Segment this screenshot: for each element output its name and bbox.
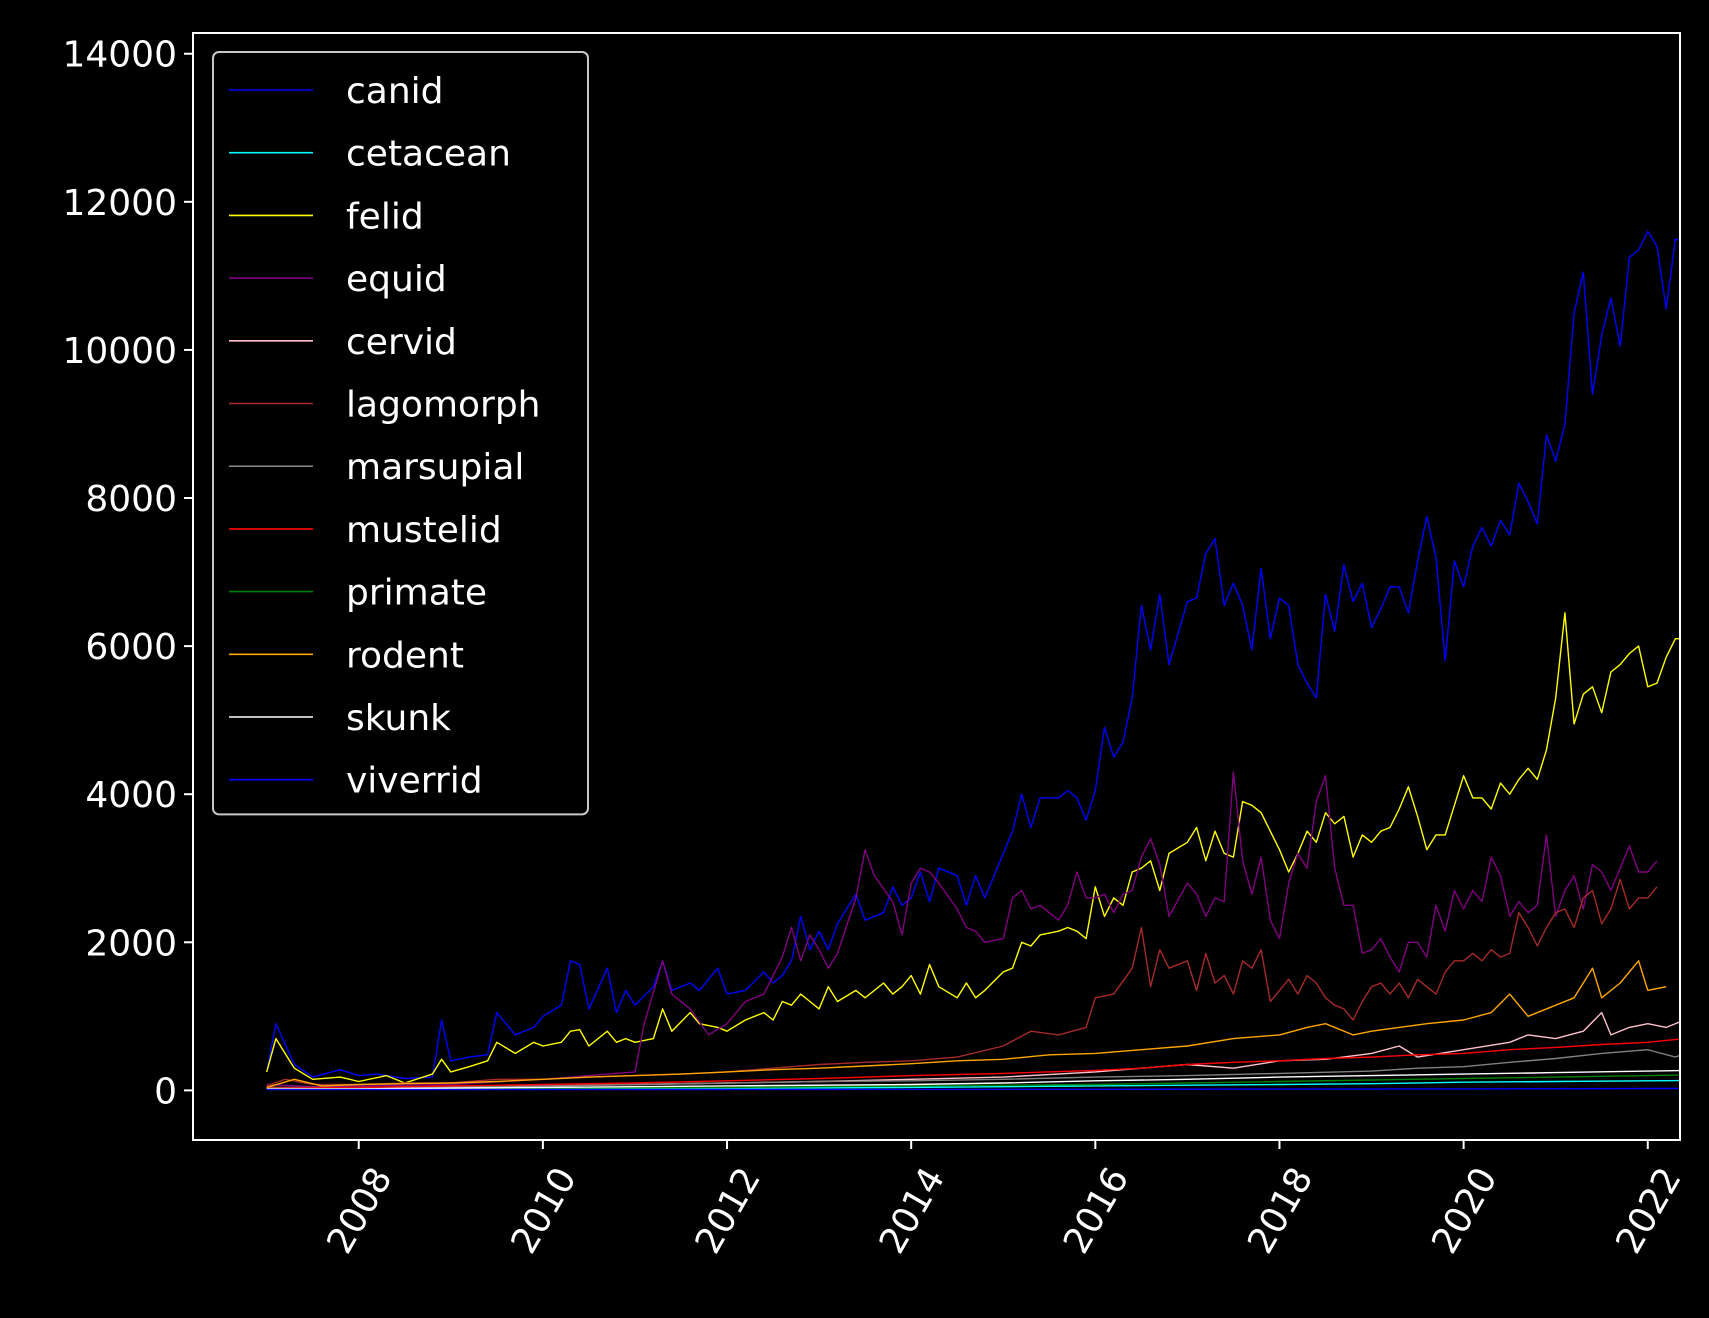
y-tick-label: 2000	[85, 923, 177, 964]
y-tick-label: 10000	[62, 331, 177, 372]
legend-label-equid: equid	[346, 259, 447, 300]
legend-box	[212, 51, 589, 816]
plot-frame	[192, 32, 1681, 1141]
legend: canid cetacean felid equid cervid lagomorph ma…	[212, 51, 589, 816]
series-line-marsupial	[266, 1049, 1680, 1089]
y-tick-label: 0	[154, 1071, 177, 1112]
series-line-viverrid	[266, 1087, 1680, 1091]
series-line-felid	[266, 612, 1680, 1084]
legend-label-felid: felid	[346, 196, 424, 237]
legend-label-skunk: skunk	[346, 698, 451, 739]
y-tick-label: 12000	[62, 183, 177, 224]
legend-label-mustelid: mustelid	[346, 510, 502, 551]
series-layer	[266, 230, 1680, 1091]
series-line-canid	[266, 230, 1680, 1080]
legend-label-marsupial: marsupial	[346, 447, 524, 488]
series-line-lagomorph	[266, 878, 1658, 1087]
y-tick-label: 4000	[85, 775, 177, 816]
y-tick-label: 8000	[85, 479, 177, 520]
legend-label-viverrid: viverrid	[346, 761, 483, 802]
legend-label-canid: canid	[346, 71, 444, 112]
series-line-primate	[266, 1074, 1680, 1090]
legend-label-lagomorph: lagomorph	[346, 385, 541, 426]
legend-label-rodent: rodent	[346, 635, 464, 676]
series-line-rodent	[266, 960, 1667, 1089]
y-tick-label: 6000	[85, 627, 177, 668]
y-tick-label: 14000	[62, 35, 177, 76]
legend-label-cetacean: cetacean	[346, 134, 511, 175]
legend-label-cervid: cervid	[346, 322, 457, 363]
series-line-skunk	[266, 1069, 1680, 1090]
legend-label-primate: primate	[346, 573, 487, 614]
series-line-mustelid	[266, 1038, 1680, 1089]
series-line-equid	[266, 771, 1658, 1088]
